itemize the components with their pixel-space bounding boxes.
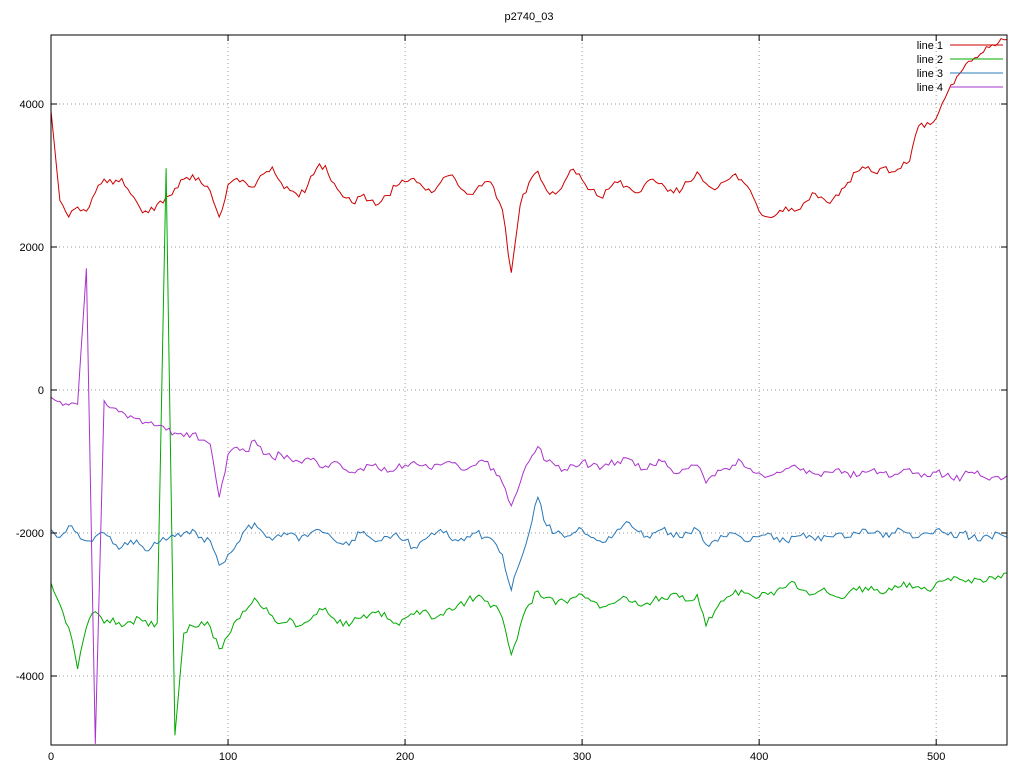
series-line-1 bbox=[51, 37, 1007, 273]
x-tick-label: 500 bbox=[927, 751, 945, 763]
chart-title: p2740_03 bbox=[505, 11, 554, 23]
series-line-2 bbox=[51, 168, 1007, 736]
legend-label: line 4 bbox=[917, 82, 943, 94]
series-line-4 bbox=[51, 268, 1007, 744]
series-line-3 bbox=[51, 495, 1007, 593]
legend-label: line 3 bbox=[917, 68, 943, 80]
legend-label: line 1 bbox=[917, 40, 943, 52]
x-tick-label: 200 bbox=[396, 751, 414, 763]
x-tick-label: 300 bbox=[573, 751, 591, 763]
y-tick-label: 2000 bbox=[20, 242, 44, 254]
y-tick-label: 0 bbox=[38, 385, 44, 397]
grid bbox=[51, 35, 1007, 745]
x-tick-label: 0 bbox=[48, 751, 54, 763]
y-tick-label: 4000 bbox=[20, 99, 44, 111]
axes: 0 100 200 300 400 500 -4000 -2000 0 2000 4000 bbox=[16, 35, 1007, 763]
legend-label: line 2 bbox=[917, 54, 943, 66]
y-tick-label: -4000 bbox=[16, 671, 44, 683]
y-tick-label: -2000 bbox=[16, 528, 44, 540]
legend: line 1 line 2 line 3 line 4 bbox=[917, 40, 1003, 94]
series-lines bbox=[51, 37, 1007, 744]
x-tick-label: 400 bbox=[750, 751, 768, 763]
x-tick-label: 100 bbox=[219, 751, 237, 763]
